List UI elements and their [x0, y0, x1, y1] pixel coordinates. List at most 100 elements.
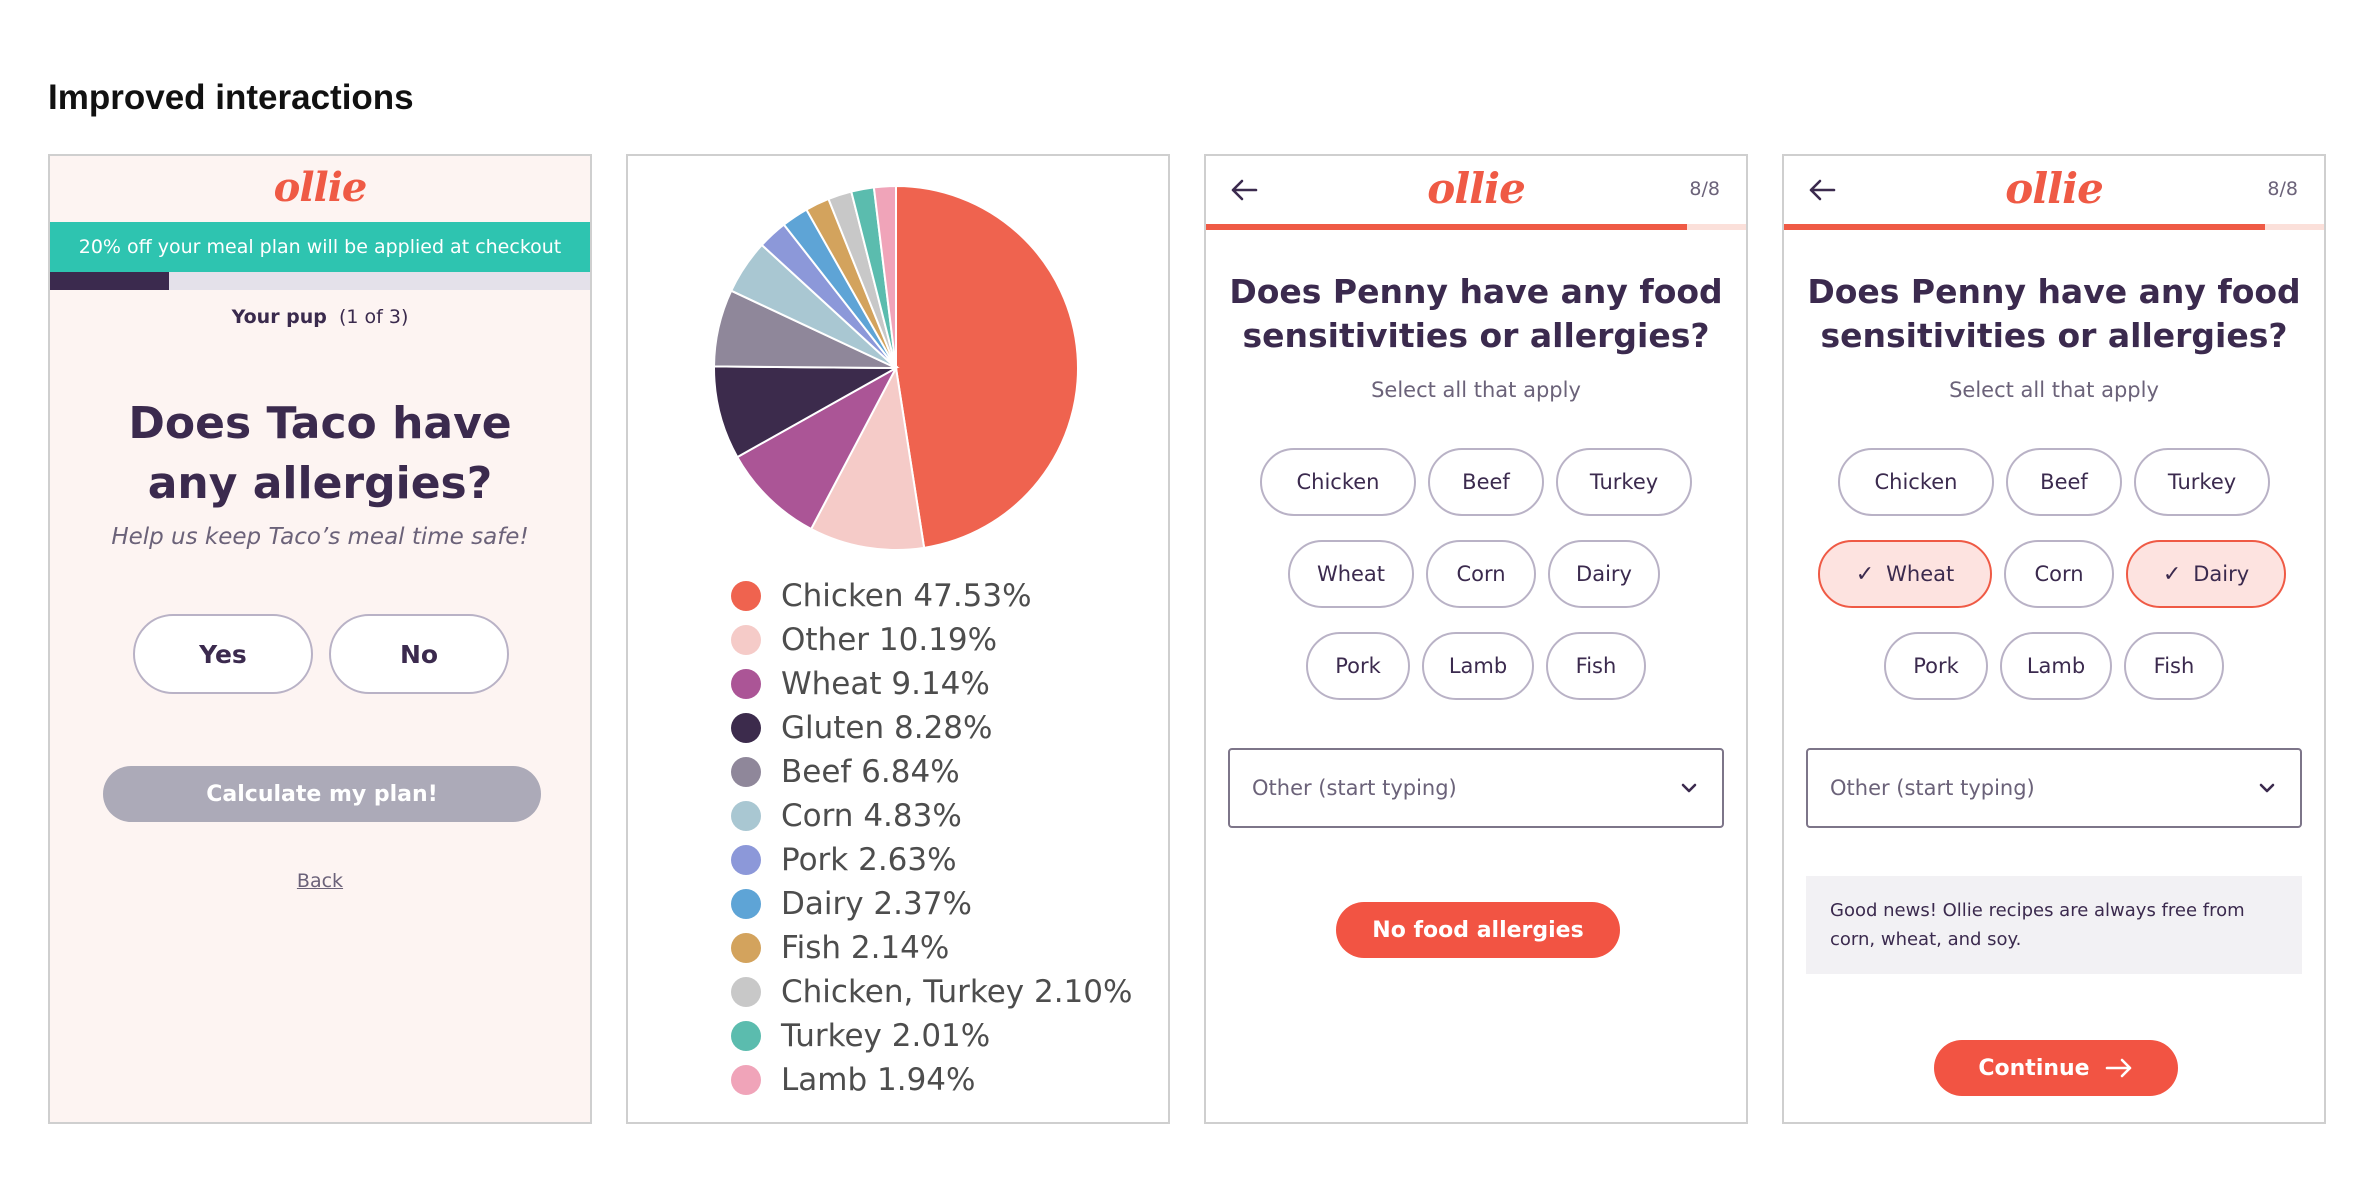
- screen-allergy-select-filled: ollie 8/8 Does Penny have any food sensi…: [1782, 154, 2326, 1124]
- progress-fill: [1206, 224, 1687, 230]
- legend-swatch: [731, 669, 761, 699]
- chip-label: Lamb: [2026, 654, 2086, 678]
- allergy-pie-chart-panel: Chicken 47.53% Other 10.19% Wheat 9.14% Glu…: [626, 154, 1170, 1124]
- back-link[interactable]: Back: [296, 870, 344, 892]
- legend-label: Pork 2.63%: [781, 842, 957, 878]
- legend-item: Other 10.19%: [731, 620, 997, 660]
- step-indicator: Your pup (1 of 3): [50, 306, 590, 328]
- step-title: Your pup: [231, 306, 327, 328]
- legend-item: Fish 2.14%: [731, 928, 949, 968]
- screen-yes-no: ollie 20% off your meal plan will be app…: [48, 154, 592, 1124]
- yes-button[interactable]: Yes: [133, 614, 313, 694]
- legend-item: Dairy 2.37%: [731, 884, 972, 924]
- chip-pork[interactable]: Pork: [1306, 632, 1410, 700]
- chip-wheat-selected[interactable]: ✓ Wheat: [1818, 540, 1992, 608]
- question-subtitle: Help us keep Taco’s meal time safe!: [111, 524, 529, 550]
- chip-beef[interactable]: Beef: [1428, 448, 1544, 516]
- legend-swatch: [731, 581, 761, 611]
- legend-label: Corn 4.83%: [781, 798, 962, 834]
- check-icon: ✓: [2162, 561, 2182, 587]
- arrow-right-icon: [2105, 1058, 2131, 1078]
- promo-banner: 20% off your meal plan will be applied a…: [50, 222, 590, 272]
- chip-label: Fish: [1575, 654, 1617, 678]
- chip-wheat[interactable]: Wheat: [1288, 540, 1414, 608]
- chip-lamb[interactable]: Lamb: [2000, 632, 2112, 700]
- chip-label: Pork: [1913, 654, 1959, 678]
- legend-item: Corn 4.83%: [731, 796, 962, 836]
- legend-label: Beef 6.84%: [781, 754, 960, 790]
- pie-slice-gluten: [713, 365, 900, 459]
- chip-label: Turkey: [1589, 470, 1659, 494]
- continue-button[interactable]: Continue: [1934, 1040, 2178, 1096]
- legend-label: Fish 2.14%: [781, 930, 950, 966]
- step-count: (1 of 3): [339, 306, 409, 328]
- no-button[interactable]: No: [329, 614, 509, 694]
- chip-lamb[interactable]: Lamb: [1422, 632, 1534, 700]
- chevron-down-icon: [2259, 783, 2275, 793]
- question-line: sensitivities or allergies?: [1820, 316, 2288, 355]
- chip-label: Beef: [2040, 470, 2088, 494]
- question-subtitle: Select all that apply: [1371, 378, 1581, 402]
- chevron-down-icon: [1681, 783, 1697, 793]
- legend-swatch: [731, 845, 761, 875]
- chip-chicken[interactable]: Chicken: [1260, 448, 1416, 516]
- pie-chart: [712, 184, 1079, 551]
- continue-label: Continue: [1978, 1055, 2090, 1081]
- info-line: corn, wheat, and soy.: [1830, 929, 2022, 950]
- chip-turkey[interactable]: Turkey: [1556, 448, 1692, 516]
- progress-bar: [50, 272, 590, 290]
- chip-label: Wheat: [1886, 562, 1955, 586]
- legend-swatch: [731, 977, 761, 1007]
- chip-fish[interactable]: Fish: [2124, 632, 2224, 700]
- legend-swatch: [731, 713, 761, 743]
- chip-label: Chicken: [1296, 470, 1380, 494]
- question-line: sensitivities or allergies?: [1242, 316, 1710, 355]
- legend-swatch: [731, 1065, 761, 1095]
- chip-corn[interactable]: Corn: [1426, 540, 1536, 608]
- step-count: 8/8: [2267, 178, 2298, 200]
- chip-label: Wheat: [1316, 562, 1386, 586]
- page-title: Improved interactions: [48, 78, 414, 117]
- calculate-plan-button[interactable]: Calculate my plan!: [103, 766, 541, 822]
- question-line: Does Penny have any food: [1807, 272, 2301, 311]
- back-arrow-icon[interactable]: [1804, 172, 1840, 208]
- question-heading: Does Penny have any food sensitivities o…: [1784, 270, 2324, 358]
- legend-swatch: [731, 933, 761, 963]
- chip-beef[interactable]: Beef: [2006, 448, 2122, 516]
- chip-dairy-selected[interactable]: ✓ Dairy: [2126, 540, 2286, 608]
- other-allergy-dropdown[interactable]: Other (start typing): [1228, 748, 1724, 828]
- chip-corn[interactable]: Corn: [2004, 540, 2114, 608]
- legend-item: Wheat 9.14%: [731, 664, 990, 704]
- legend-label: Dairy 2.37%: [781, 886, 972, 922]
- ollie-logo: ollie: [1427, 164, 1526, 213]
- legend-label: Turkey 2.01%: [781, 1018, 991, 1054]
- chip-label: Fish: [2153, 654, 2195, 678]
- legend-item: Gluten 8.28%: [731, 708, 993, 748]
- pie-slice-lamb: [872, 184, 897, 369]
- chip-dairy[interactable]: Dairy: [1548, 540, 1660, 608]
- chip-label: Corn: [2034, 562, 2084, 586]
- legend-item: Beef 6.84%: [731, 752, 960, 792]
- chip-pork[interactable]: Pork: [1884, 632, 1988, 700]
- question-heading: Does Penny have any food sensitivities o…: [1206, 270, 1746, 358]
- legend-label: Chicken 47.53%: [781, 578, 1032, 614]
- legend-item: Pork 2.63%: [731, 840, 957, 880]
- chip-label: Corn: [1456, 562, 1506, 586]
- chip-label: Dairy: [1576, 562, 1632, 586]
- step-count: 8/8: [1689, 178, 1720, 200]
- chip-turkey[interactable]: Turkey: [2134, 448, 2270, 516]
- legend-label: Lamb 1.94%: [781, 1062, 976, 1098]
- legend-swatch: [731, 801, 761, 831]
- chip-fish[interactable]: Fish: [1546, 632, 1646, 700]
- back-arrow-icon[interactable]: [1226, 172, 1262, 208]
- pie-slice-other: [809, 364, 926, 551]
- info-line: Good news! Ollie recipes are always free…: [1830, 900, 2245, 921]
- other-allergy-dropdown[interactable]: Other (start typing): [1806, 748, 2302, 828]
- ollie-logo: ollie: [2005, 164, 2104, 213]
- no-food-allergies-button[interactable]: No food allergies: [1336, 902, 1620, 958]
- question-line: Does Penny have any food: [1229, 272, 1723, 311]
- progress-bar: [1206, 224, 1746, 230]
- chip-chicken[interactable]: Chicken: [1838, 448, 1994, 516]
- chip-label: Turkey: [2167, 470, 2237, 494]
- legend-swatch: [731, 889, 761, 919]
